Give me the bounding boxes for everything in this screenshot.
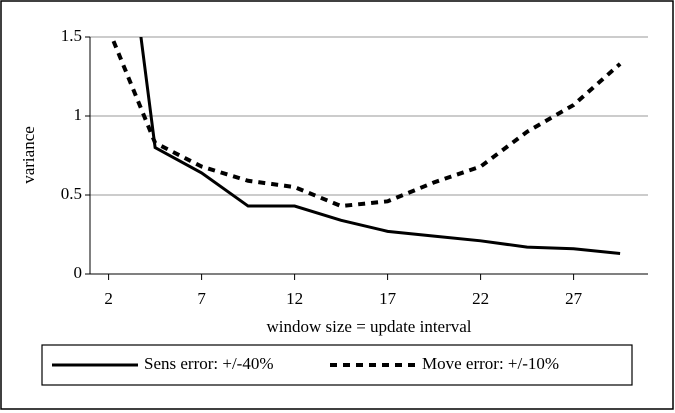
data-line <box>139 37 621 255</box>
plot-area <box>109 37 622 255</box>
y-tick-label: 0.5 <box>61 184 82 203</box>
x-tick-label: 27 <box>565 289 583 308</box>
legend-label: Move error: +/-10% <box>422 354 559 373</box>
y-axis-label: variance <box>19 126 38 184</box>
x-tick-label: 17 <box>379 289 397 308</box>
x-tick-label: 2 <box>104 289 113 308</box>
x-axis-label: window size = update interval <box>266 317 471 336</box>
y-tick-label: 1 <box>74 105 83 124</box>
x-tick-label: 22 <box>472 289 489 308</box>
data-line <box>109 37 622 209</box>
y-tick-label: 1.5 <box>61 26 82 45</box>
y-tick-label: 0 <box>74 263 83 282</box>
legend-box <box>41 344 633 386</box>
x-tick-label: 12 <box>286 289 303 308</box>
legend-label: Sens error: +/-40% <box>144 354 274 373</box>
x-tick-label: 7 <box>197 289 206 308</box>
